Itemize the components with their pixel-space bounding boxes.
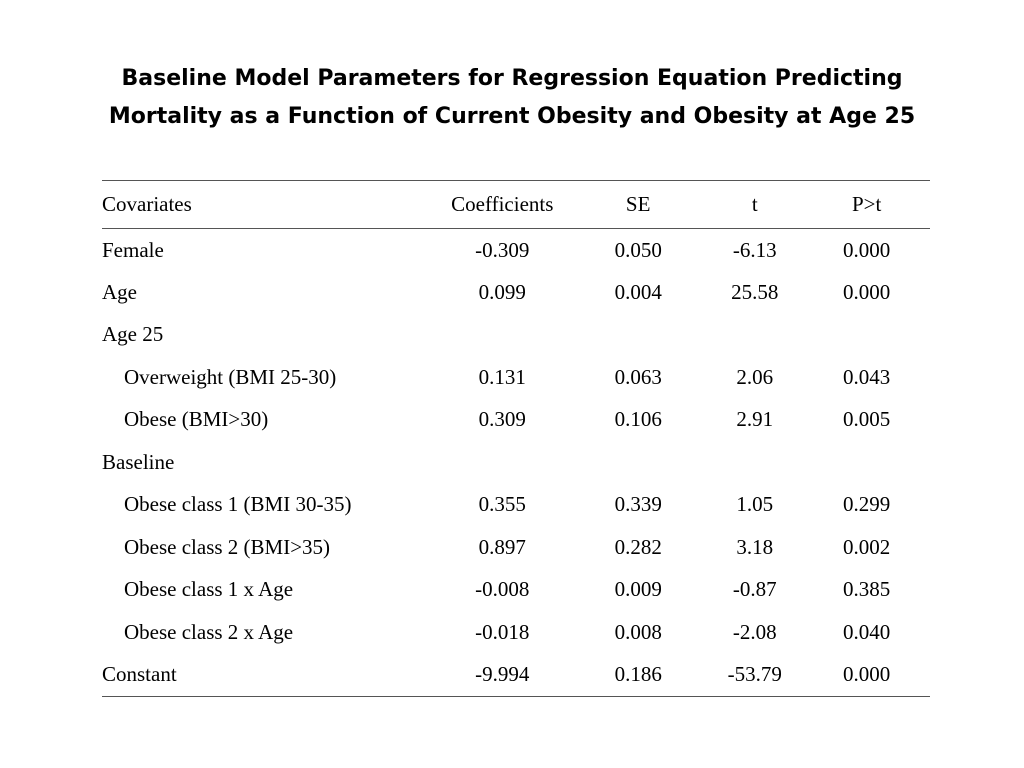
row-label: Constant [102, 653, 435, 697]
table-row: Obese class 1 x Age -0.008 0.009 -0.87 0… [102, 569, 930, 612]
table-header: Covariates Coefficients SE t P>t [102, 180, 930, 229]
row-label: Age [102, 279, 137, 304]
header-covariates: Covariates [102, 180, 435, 229]
cell-se: 0.009 [614, 577, 662, 602]
row-label: Obese class 2 x Age [124, 619, 294, 644]
cell-p: 0.385 [843, 577, 891, 602]
cell-se: 0.282 [614, 534, 662, 559]
cell-coefficient: 0.309 [478, 407, 526, 432]
cell-p: 0.005 [843, 407, 891, 432]
title-line-1: Baseline Model Parameters for Regression… [121, 66, 903, 91]
cell-coefficient: -0.018 [475, 619, 530, 644]
cell-coefficient: 0.897 [478, 534, 526, 559]
cell-se: 0.106 [614, 407, 662, 432]
cell-t [706, 441, 803, 484]
cell-coefficient: 0.099 [478, 279, 526, 304]
cell-p [803, 314, 930, 357]
cell-t: 3.18 [736, 534, 774, 559]
table-row: Age 0.099 0.004 25.58 0.000 [102, 271, 930, 314]
cell-se: 0.339 [614, 492, 662, 517]
table-row: Baseline [102, 441, 930, 484]
cell-p: 0.000 [803, 653, 930, 697]
cell-t: 25.58 [731, 279, 779, 304]
table-row: Age 25 [102, 314, 930, 357]
row-label: Obese class 1 x Age [124, 577, 294, 602]
cell-p: 0.040 [843, 619, 891, 644]
table-row: Overweight (BMI 25-30) 0.131 0.063 2.06 … [102, 356, 930, 399]
table-row: Obese class 2 x Age -0.018 0.008 -2.08 0… [102, 611, 930, 654]
cell-p: 0.000 [843, 237, 891, 262]
cell-coefficient: 0.355 [478, 492, 526, 517]
cell-coefficient [434, 314, 570, 357]
cell-p: 0.000 [843, 279, 891, 304]
cell-se [570, 314, 706, 357]
regression-table: Covariates Coefficients SE t P>t Female … [102, 180, 930, 697]
header-se: SE [570, 180, 707, 229]
cell-se: 0.050 [614, 237, 662, 262]
header-p: P>t [803, 180, 930, 229]
cell-se: 0.186 [570, 653, 707, 697]
header-t: t [706, 180, 804, 229]
table-row: Obese (BMI>30) 0.309 0.106 2.91 0.005 [102, 399, 930, 442]
row-label: Female [102, 237, 164, 262]
cell-t: 2.91 [736, 407, 774, 432]
cell-coefficient: -0.008 [475, 577, 530, 602]
cell-se: 0.063 [614, 364, 662, 389]
row-label: Overweight (BMI 25-30) [124, 364, 337, 389]
cell-se: 0.008 [614, 619, 662, 644]
cell-t: -53.79 [706, 653, 804, 697]
table-row: Constant -9.994 0.186 -53.79 0.000 [102, 653, 930, 697]
cell-t: 1.05 [736, 492, 774, 517]
table-row: Obese class 1 (BMI 30-35) 0.355 0.339 1.… [102, 484, 930, 527]
cell-coefficient: -9.994 [434, 653, 571, 697]
cell-t [706, 314, 803, 357]
slide-title: Baseline Model Parameters for Regression… [40, 60, 984, 136]
section-label: Age 25 [102, 322, 164, 347]
table-row: Obese class 2 (BMI>35) 0.897 0.282 3.18 … [102, 526, 930, 569]
cell-coefficient [434, 441, 570, 484]
row-label: Obese class 2 (BMI>35) [124, 534, 331, 559]
cell-se [570, 441, 706, 484]
cell-t: 2.06 [736, 364, 774, 389]
cell-t: -0.87 [732, 577, 777, 602]
table-row: Female -0.309 0.050 -6.13 0.000 [102, 229, 930, 272]
row-label: Obese (BMI>30) [124, 407, 269, 432]
header-coefficients: Coefficients [434, 180, 571, 229]
cell-t: -2.08 [732, 619, 777, 644]
cell-coefficient: -0.309 [475, 237, 530, 262]
cell-t: -6.13 [732, 237, 777, 262]
row-label: Obese class 1 (BMI 30-35) [124, 492, 352, 517]
title-line-2: Mortality as a Function of Current Obesi… [108, 104, 916, 129]
cell-p: 0.002 [843, 534, 891, 559]
cell-p: 0.299 [843, 492, 891, 517]
section-label: Baseline [102, 449, 175, 474]
table-body: Female -0.309 0.050 -6.13 0.000 Age 0.09… [102, 229, 930, 697]
header-row: Covariates Coefficients SE t P>t [102, 180, 930, 229]
cell-p [803, 441, 930, 484]
cell-coefficient: 0.131 [478, 364, 526, 389]
cell-se: 0.004 [614, 279, 662, 304]
cell-p: 0.043 [843, 364, 891, 389]
